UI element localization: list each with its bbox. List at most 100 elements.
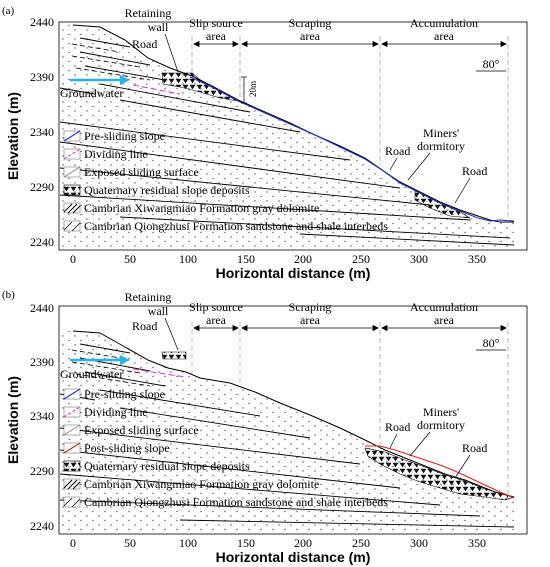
panel-b-retaining-leader (164, 317, 179, 351)
panel-b-legend-post-sliding: Post-sliding slope (63, 441, 170, 455)
panel-a-legend-label: Quaternary residual slope deposits (84, 183, 250, 197)
panel-a-legend-dolomite: Cambrian Xiwangmiao Formation gray dolom… (63, 201, 319, 215)
panel-b-groundwater-arrowhead (120, 355, 130, 365)
panel-b-ytick: 2290 (30, 464, 54, 478)
panel-b-groundwater-label: Groundwater (60, 367, 123, 381)
panel-a-xtick: 300 (410, 252, 428, 266)
panel-a-ytick: 2440 (30, 15, 54, 29)
panel-b-legend-dolomite: Cambrian Xiwangmiao Formation gray dolom… (63, 477, 319, 491)
panel-a-legend-exposed: Exposed sliding surface (63, 165, 199, 179)
panel-a-dormitory-leader (407, 152, 431, 181)
panel-a-scale-label: 20m (248, 81, 258, 97)
panel-a-zone-dividers (191, 36, 509, 222)
panel-b-zone-labels: Slip source area Scraping area Accumulat… (189, 300, 478, 327)
panel-a-zone-accumulation-area: area (434, 29, 455, 43)
panel-a-dormitory-1: Miners' (423, 126, 459, 140)
panel-b-legend-label: Cambrian Qiongzhusi Formation sandstone … (84, 495, 388, 509)
panel-b-zone-accumulation-area: area (434, 313, 455, 327)
panel-a-legend-label: Pre-sliding slope (84, 129, 165, 143)
panel-b-zone-slip-source: Slip source (189, 300, 243, 314)
panel-a-bedding (59, 37, 515, 246)
panel-a-retaining-label-2: wall (148, 20, 169, 34)
panel-b: (b) (2, 289, 528, 565)
panel-a-deposit-upper (161, 72, 239, 102)
panel-b-ylabel: Elevation (m) (5, 376, 21, 464)
panel-b-xtick: 100 (179, 536, 197, 550)
panel-a-xtick: 0 (70, 252, 76, 266)
panel-b-zone-scraping: Scraping (289, 300, 332, 314)
panel-a-geology (59, 24, 515, 250)
panel-b-xtick: 300 (410, 536, 428, 550)
panel-a-legend-label: Dividing line (84, 147, 148, 161)
panel-b-legend-exposed: Exposed sliding surface (63, 423, 199, 437)
panel-b-ytick: 2390 (30, 355, 54, 369)
panel-b-legend-label: Quaternary residual slope deposits (84, 459, 250, 473)
panel-a-legend-label: Cambrian Xiwangmiao Formation gray dolom… (84, 201, 319, 215)
panel-a-zone-scraping-area: area (300, 29, 321, 43)
panel-b-yticks: 2440 2390 2340 2290 2240 (30, 301, 54, 533)
panel-b-xtick: 0 (70, 536, 76, 550)
panel-a-ytick: 2340 (30, 125, 54, 139)
panel-a-ytick: 2390 (30, 70, 54, 84)
panel-b-dip-label: 80° (483, 336, 500, 350)
panel-b-xlabel: Horizontal distance (m) (216, 549, 371, 565)
panel-a-legend-qiongzhusi: Cambrian Qiongzhusi Formation sandstone … (63, 219, 388, 233)
panel-b-legend-label: Pre-sliding slope (84, 387, 165, 401)
panel-a-retaining-label-1: Retaining (125, 6, 172, 20)
panel-b-dormitory-2: dormitory (417, 418, 465, 432)
panel-b-xtick: 50 (124, 536, 136, 550)
panel-a-ytick: 2290 (30, 180, 54, 194)
panel-a-xtick: 100 (179, 252, 197, 266)
panel-a-xtick: 250 (352, 252, 370, 266)
panel-b-legend-dividing: Dividing line (63, 405, 148, 419)
panel-b-dolomite-lines (71, 349, 151, 387)
panel-a-xtick: 150 (237, 252, 255, 266)
panel-b-legend-label: Exposed sliding surface (84, 423, 199, 437)
panel-b-xticks: 0 50 100 150 200 250 300 350 (70, 536, 486, 550)
panel-a-road-mid: Road (385, 144, 410, 158)
panel-a-xtick: 350 (468, 252, 486, 266)
panel-a-groundwater-label: Groundwater (60, 86, 123, 100)
panel-a-zone-accumulation: Accumulation (410, 16, 478, 30)
panel-b-legend-pre-sliding: Pre-sliding slope (63, 387, 165, 401)
panel-b-xtick: 150 (237, 536, 255, 550)
panel-a-ytick: 2240 (30, 235, 54, 249)
panel-b-legend-quaternary: Quaternary residual slope deposits (63, 459, 250, 473)
panel-b-road-mid-leader (389, 433, 398, 449)
panel-b-dormitory-1: Miners' (423, 405, 459, 419)
panel-a-dolomite-lines (71, 43, 151, 81)
panel-b-xtick: 350 (468, 536, 486, 550)
panel-a-ylabel: Elevation (m) (5, 92, 21, 180)
panel-a-zone-arrows (193, 40, 507, 48)
panel-b-surface (72, 330, 515, 498)
panel-a-zone-scraping: Scraping (289, 16, 332, 30)
panel-a-road-low-leader (454, 177, 471, 204)
panel-a-legend: Pre-sliding slope Dividing line Exposed … (63, 129, 388, 233)
panel-b-zone-arrows (193, 324, 507, 332)
panel-b-ytick: 2340 (30, 409, 54, 423)
panel-a-legend-label: Exposed sliding surface (84, 165, 199, 179)
panel-a-road-top: Road (132, 37, 157, 51)
panel-b-retaining-label-1: Retaining (125, 290, 172, 304)
panel-a-dormitory-2: dormitory (417, 139, 465, 153)
panel-b-zone-scraping-area: area (300, 313, 321, 327)
panel-a-zone-slip-source: Slip source (189, 16, 243, 30)
panel-b-xtick: 250 (352, 536, 370, 550)
panel-a-zone-labels: Slip source area Scraping area Accumulat… (189, 16, 478, 43)
panel-b-road-mid: Road (385, 420, 410, 434)
panel-b-legend-label: Cambrian Xiwangmiao Formation gray dolom… (84, 477, 319, 491)
panel-b-legend: Pre-sliding slope Dividing line Exposed … (63, 387, 388, 509)
panel-a-road-low: Road (462, 164, 487, 178)
panel-b-road-top: Road (132, 319, 157, 333)
panel-a-xticks: 0 50 100 150 200 250 300 350 (70, 252, 486, 266)
panel-b-deposit-lower (364, 447, 516, 501)
panel-b-zone-accumulation: Accumulation (410, 300, 478, 314)
panel-a: (a) (2, 5, 528, 281)
panel-b-zone-slip-source-area: area (206, 313, 227, 327)
panel-b-legend-qiongzhusi: Cambrian Qiongzhusi Formation sandstone … (63, 495, 388, 509)
panel-a-legend-quaternary: Quaternary residual slope deposits (63, 183, 250, 197)
panel-a-pre-sliding-slope (189, 76, 515, 222)
panel-b-bedding (59, 343, 515, 528)
panel-b-dormitory-leader (409, 431, 431, 457)
